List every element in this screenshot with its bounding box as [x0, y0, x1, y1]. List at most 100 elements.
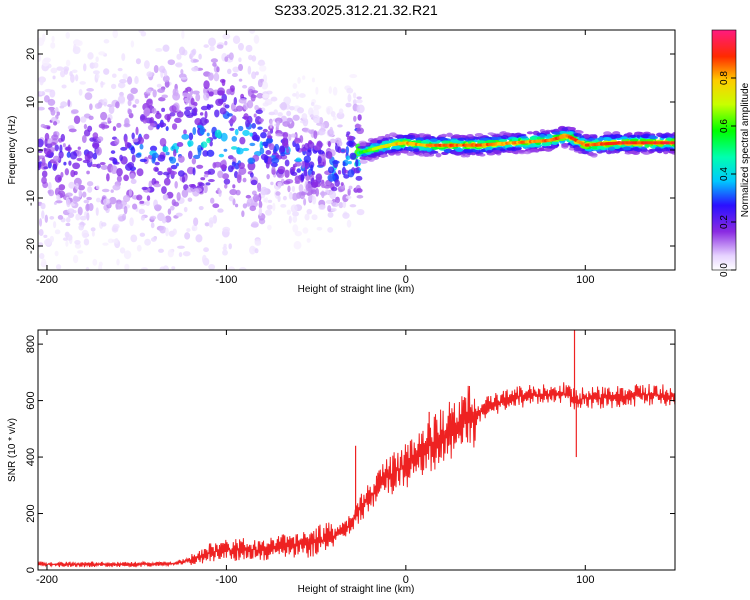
spectrogram-cell: [94, 103, 102, 109]
spectrogram-cell: [467, 137, 476, 141]
spectrogram-cell: [357, 145, 366, 149]
spectrogram-cell: [406, 152, 415, 157]
spectrogram-cell: [159, 225, 167, 234]
spectrogram-cell: [354, 123, 362, 128]
spectrogram-cell: [296, 168, 302, 173]
spectrogram-cell: [581, 151, 590, 155]
spectrogram-cell: [91, 231, 95, 237]
spectrogram-cell: [218, 189, 222, 198]
spectrogram-cell: [86, 181, 94, 187]
spectrogram-cell: [87, 186, 93, 193]
spectrogram-cell: [47, 160, 52, 169]
spectrogram-cell: [292, 192, 299, 201]
spectrogram-cell: [92, 132, 99, 139]
spectrogram-cell: [245, 44, 253, 53]
spectrogram-cell: [252, 134, 260, 142]
spectrogram-cell: [53, 201, 57, 205]
spectrogram-cell: [183, 129, 187, 135]
spectrogram-cell: [307, 107, 314, 117]
spectrogram-cell: [162, 20, 167, 24]
spectrogram-cell: [40, 258, 47, 268]
spectrogram-cell: [41, 176, 47, 185]
spectrogram-cell: [139, 143, 144, 150]
spectrogram-cell: [402, 150, 409, 154]
spectrogram-cell: [77, 250, 84, 254]
spectrogram-cell: [353, 115, 357, 122]
spectrogram-cell: [177, 245, 185, 249]
spectrogram-cell: [264, 197, 269, 204]
spectrogram-cell: [318, 204, 326, 211]
spectrogram-cell: [335, 196, 341, 204]
spectrogram-cell: [330, 207, 337, 212]
spectrogram-cell: [149, 123, 156, 127]
spectrogram-cell: [165, 227, 169, 237]
spectrogram-ridge-cell: [671, 141, 675, 145]
spectrogram-cell: [224, 56, 229, 62]
spectrogram-cell: [186, 187, 194, 193]
spectrogram-cell: [115, 202, 123, 210]
spectrogram-cell: [98, 261, 103, 267]
spectrogram-cell: [199, 12, 207, 17]
spectrogram-cell: [477, 140, 486, 144]
spectrogram-cell: [150, 222, 155, 229]
spectrogram-cell: [184, 106, 193, 111]
y-tick-label: 600: [25, 391, 37, 409]
spectrogram-cell: [287, 185, 291, 193]
spectrogram-cell: [66, 151, 71, 158]
spectrogram-marks: [38, 8, 675, 283]
spectrogram-cell: [588, 137, 596, 141]
spectrogram-cell: [39, 91, 43, 96]
spectrogram-cell: [268, 111, 276, 116]
spectrogram-cell: [295, 157, 302, 162]
spectrogram-cell: [226, 88, 232, 95]
spectrogram-cell: [90, 227, 96, 232]
spectrogram-cell: [278, 145, 286, 155]
spectrogram-cell: [544, 131, 551, 135]
spectrogram-cell: [293, 241, 302, 250]
spectrogram-cell: [127, 99, 132, 107]
spectrogram-cell: [320, 123, 326, 130]
spectrogram-cell: [167, 59, 176, 66]
spectrogram-cell: [110, 189, 114, 193]
spectrogram-cell: [195, 93, 201, 102]
spectrogram-cell: [222, 33, 231, 40]
spectrogram-cell: [370, 139, 379, 143]
spectrogram-cell: [384, 133, 391, 138]
spectrogram-cell: [223, 148, 228, 152]
spectrogram-cell: [298, 184, 304, 192]
spectrogram-cell: [247, 65, 252, 75]
spectrogram-cell: [86, 88, 94, 92]
spectrogram-cell: [217, 90, 225, 96]
spectrogram-cell: [267, 199, 273, 203]
spectrogram-cell: [78, 88, 83, 96]
spectrogram-cell: [435, 152, 442, 158]
spectrogram-cell: [55, 264, 62, 270]
spectrogram-cell: [122, 8, 129, 16]
spectrogram-cell: [259, 147, 265, 155]
spectrogram-cell: [228, 52, 234, 61]
spectrogram-cell: [243, 113, 249, 121]
spectrogram-cell: [82, 159, 91, 164]
spectrogram-cell: [176, 111, 184, 118]
spectrogram-cell: [292, 114, 300, 121]
spectrogram-cell: [184, 232, 191, 240]
spectrogram-cell: [82, 191, 87, 198]
spectrogram-cell: [227, 68, 232, 75]
spectrogram-cell: [65, 146, 71, 151]
spectrogram-cell: [421, 140, 430, 145]
spectrogram-cell: [154, 161, 160, 166]
spectrogram-cell: [180, 76, 188, 80]
y-tick-label: 400: [25, 448, 37, 466]
spectrogram-cell: [139, 158, 148, 163]
spectrogram-cell: [222, 226, 231, 233]
spectrogram-cell: [172, 21, 177, 25]
spectrogram-cell: [231, 146, 238, 150]
spectrogram-cell: [396, 134, 404, 139]
spectrogram-cell: [117, 82, 126, 89]
spectrogram-cell: [100, 111, 108, 121]
spectrogram-cell: [228, 243, 232, 250]
spectrogram-cell: [162, 75, 170, 83]
spectrogram-cell: [170, 164, 178, 170]
spectrogram-cell: [157, 277, 161, 283]
spectrogram-cell: [80, 116, 87, 123]
